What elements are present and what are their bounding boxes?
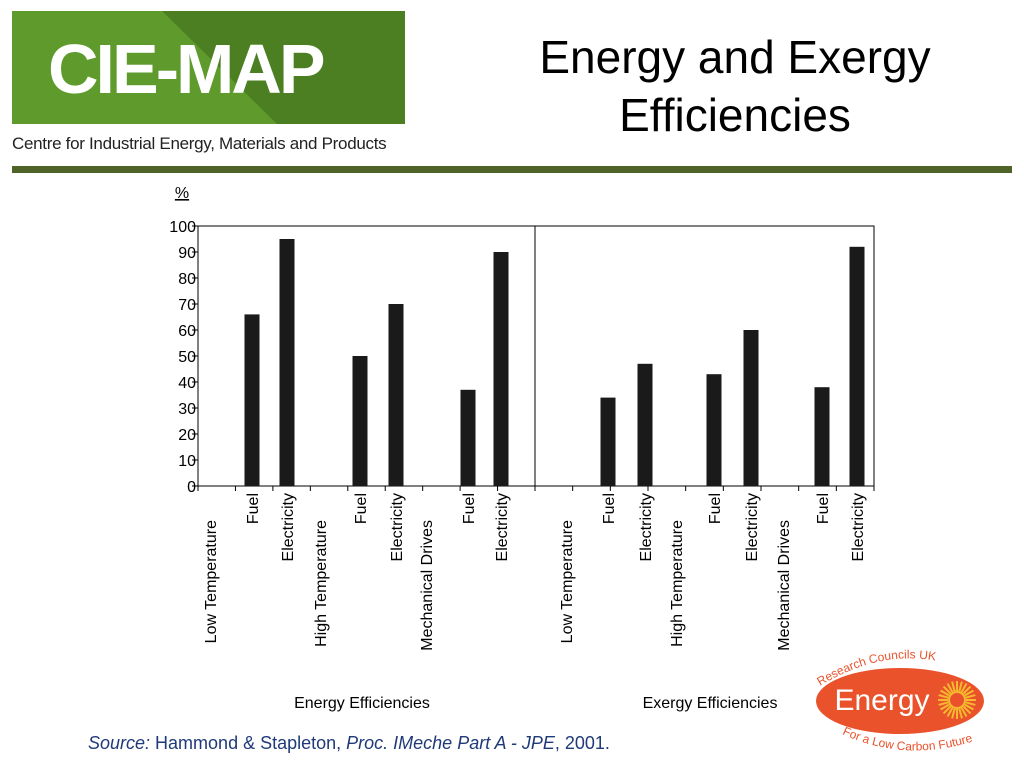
bar-label: Electricity <box>850 493 867 561</box>
source-prefix: Source: <box>88 733 151 753</box>
group-label: Low Temperature <box>203 520 220 643</box>
y-tick-label: 30 <box>178 401 196 418</box>
bar-label: Fuel <box>353 493 370 524</box>
panel-title: Exergy Efficiencies <box>643 695 778 712</box>
bar <box>244 314 260 486</box>
bar <box>493 252 509 486</box>
bar <box>743 330 759 486</box>
y-tick-label: 40 <box>178 375 196 392</box>
bar-label: Fuel <box>815 493 832 524</box>
bar-label: Fuel <box>707 493 724 524</box>
panel-title: Energy Efficiencies <box>294 695 430 712</box>
y-tick-label: 70 <box>178 297 196 314</box>
source-citation: Source: Hammond & Stapleton, Proc. IMech… <box>88 733 610 754</box>
y-tick-label: 60 <box>178 323 196 340</box>
group-label: High Temperature <box>313 520 330 647</box>
y-tick-label: 20 <box>178 427 196 444</box>
bar <box>637 363 653 486</box>
source-journal: Proc. IMeche Part A - JPE <box>346 733 555 753</box>
logo-subtitle: Centre for Industrial Energy, Materials … <box>12 134 387 153</box>
bar-label: Electricity <box>494 493 511 561</box>
rcuk-main-text: Energy <box>834 684 929 717</box>
bar-label: Fuel <box>461 493 478 524</box>
bar-label: Electricity <box>280 493 297 561</box>
bar <box>706 374 722 486</box>
group-label: Low Temperature <box>559 520 576 643</box>
rcuk-ellipse <box>816 668 984 734</box>
y-axis-label: % <box>175 185 189 202</box>
bar <box>279 239 295 486</box>
plot-frame <box>197 225 875 487</box>
bar <box>352 356 368 486</box>
group-label: Mechanical Drives <box>419 520 436 651</box>
logo-background <box>12 11 405 124</box>
y-tick-label: 50 <box>178 349 196 366</box>
bar <box>460 389 476 486</box>
y-tick-label: 80 <box>178 271 196 288</box>
source-authors: Hammond & Stapleton, <box>150 733 347 753</box>
y-tick-label: 10 <box>178 453 196 470</box>
page-title-line2: Efficiencies <box>619 89 851 141</box>
cie-map-logo: CIE-MAP <box>12 11 405 124</box>
header-divider <box>12 166 1012 173</box>
sun-icon <box>938 681 976 719</box>
rcuk-energy-logo: Research Councils UK Energy For a Low Ca… <box>815 648 984 754</box>
y-tick-label: 90 <box>178 245 196 262</box>
bar-label: Electricity <box>638 493 655 561</box>
y-tick-label: 100 <box>169 219 196 236</box>
bar-label: Fuel <box>601 493 618 524</box>
bar-label: Electricity <box>389 493 406 561</box>
group-label: Mechanical Drives <box>776 520 793 651</box>
bar <box>388 304 404 486</box>
bar-label: Electricity <box>744 493 761 561</box>
page-title-line1: Energy and Exergy <box>539 31 931 83</box>
page-title: Energy and Exergy Efficiencies <box>470 28 1000 144</box>
group-label: High Temperature <box>669 520 686 647</box>
logo-text: CIE-MAP <box>48 30 326 108</box>
source-year: , 2001. <box>554 733 610 753</box>
bar-label: Fuel <box>245 493 262 524</box>
bar <box>600 397 616 486</box>
y-tick-label: 0 <box>187 479 196 496</box>
bar <box>814 387 830 486</box>
bar <box>849 246 865 486</box>
